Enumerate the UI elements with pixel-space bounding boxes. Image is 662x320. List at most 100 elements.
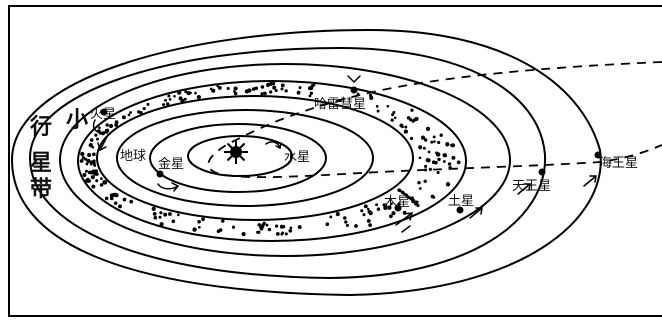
asteroid-dot <box>259 225 264 230</box>
asteroid-dot <box>254 86 259 91</box>
jupiter-dot <box>394 204 402 212</box>
asteroid-dot <box>171 219 176 224</box>
asteroid-dot <box>437 157 441 162</box>
asteroid-dot <box>420 135 426 140</box>
asteroid-dot <box>192 227 197 232</box>
asteroid-dot <box>241 232 246 237</box>
asteroid-dot <box>343 216 347 220</box>
asteroid-dot <box>260 85 265 89</box>
neptune-orbit <box>10 28 602 297</box>
asteroid-dot <box>450 143 454 147</box>
jupiter-arrow-icon <box>395 212 414 226</box>
asteroid-dot <box>325 222 330 226</box>
neptune-dot <box>594 151 602 159</box>
asteroid-dot <box>274 224 279 228</box>
asteroid-dot <box>105 123 109 127</box>
asteroid-dot <box>173 94 176 98</box>
asteroid-dot <box>91 169 96 174</box>
asteroid-dot <box>92 152 96 157</box>
asteroid-dot <box>391 211 396 216</box>
asteroid-dot <box>456 160 461 165</box>
mars-dot <box>100 108 108 116</box>
asteroid-dot <box>430 140 434 144</box>
asteroid-dot <box>111 192 116 197</box>
asteroid-dot <box>137 110 141 114</box>
asteroid-dot <box>405 194 409 198</box>
asteroid-dot <box>95 179 99 183</box>
comet-dot <box>350 86 358 94</box>
uranus-dot <box>538 168 546 176</box>
asteroid-dot <box>404 125 408 129</box>
asteroid-dot <box>275 232 280 236</box>
asteroid-dot <box>114 120 119 124</box>
asteroid-dot <box>387 205 392 210</box>
mars-arrow-icon <box>92 119 99 133</box>
asteroid-dot <box>84 157 88 161</box>
mercury-arrow-head-icon <box>275 142 282 150</box>
neptune-arrow-icon <box>583 175 597 187</box>
asteroid-dot <box>102 180 108 185</box>
asteroid-dot <box>449 165 452 169</box>
asteroid-dot <box>296 90 301 95</box>
asteroid-dot <box>167 212 172 216</box>
asteroid-dot <box>142 107 146 111</box>
neptune-label: 海王星 <box>599 156 638 171</box>
uranus-orbit <box>28 46 547 280</box>
saturn-arrow-icon <box>469 207 483 219</box>
asteroid-dot <box>389 214 393 219</box>
asteroid-dot <box>197 225 201 229</box>
venus-dot <box>156 170 164 178</box>
asteroid-dot <box>307 86 313 91</box>
asteroid-dot <box>297 225 302 230</box>
asteroid-dot <box>129 199 134 204</box>
asteroid-dot <box>410 108 414 112</box>
asteroid-dot <box>247 88 252 93</box>
asteroid-dot <box>108 123 114 129</box>
asteroid-dot <box>410 196 415 200</box>
asteroid-dot <box>85 162 89 166</box>
asteroid-dot <box>362 213 366 217</box>
asteroid-dot <box>422 146 426 150</box>
asteroid-dot <box>257 223 261 227</box>
asteroid-belt-char-1: 小 <box>66 108 88 133</box>
asteroid-dot <box>442 160 446 163</box>
asteroid-dot <box>375 105 379 108</box>
asteroid-dot <box>329 215 333 219</box>
asteroid-dot <box>267 227 272 232</box>
asteroid-dot <box>196 95 201 100</box>
asteroid-dot <box>94 133 98 137</box>
asteroid-dot <box>356 92 360 96</box>
asteroid-dot <box>427 150 431 154</box>
saturn-label: 土星 <box>448 194 474 209</box>
asteroid-dot <box>354 224 358 228</box>
asteroid-dot <box>162 103 166 107</box>
asteroid-dot <box>88 142 93 148</box>
asteroid-dot <box>268 81 273 86</box>
asteroid-dot <box>423 179 427 184</box>
asteroid-dot <box>390 202 393 206</box>
asteroid-dot <box>127 113 131 117</box>
venus-arrow-head-icon <box>171 182 180 192</box>
asteroid-dot <box>104 196 109 201</box>
asteroid-dot <box>129 111 132 114</box>
asteroid-dot <box>274 88 278 93</box>
asteroid-dot <box>152 212 157 216</box>
saturn-dot <box>456 206 464 214</box>
asteroid-dot <box>390 118 394 122</box>
asteroid-dot <box>86 158 91 163</box>
asteroid-dot <box>256 230 259 234</box>
asteroid-dot <box>434 160 438 165</box>
mercury-arrow-icon <box>265 141 281 149</box>
asteroid-dot <box>426 158 431 163</box>
asteroid-dot <box>384 204 388 208</box>
asteroid-dot <box>309 91 314 95</box>
asteroid-dot <box>398 189 402 193</box>
asteroid-dot <box>201 217 205 222</box>
earth-arrow-head-icon <box>97 142 107 152</box>
asteroid-dot <box>392 110 396 115</box>
asteroid-dot <box>121 115 126 120</box>
asteroid-dot <box>232 90 236 93</box>
earth-label: 地球 <box>120 149 146 164</box>
halley-comet-orbit <box>207 61 662 179</box>
asteroid-dot <box>263 91 267 95</box>
